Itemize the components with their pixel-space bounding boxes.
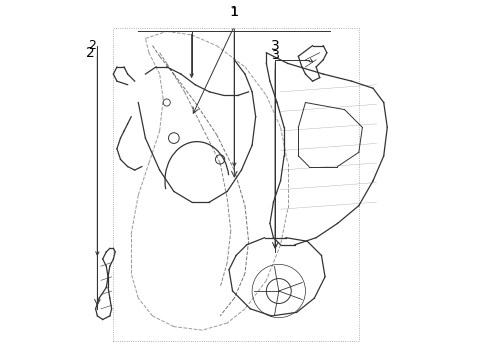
Text: 1: 1 bbox=[230, 6, 238, 19]
Bar bbox=[113, 28, 359, 341]
Text: 2: 2 bbox=[88, 39, 96, 52]
Text: 3: 3 bbox=[271, 39, 280, 53]
Text: 1: 1 bbox=[230, 5, 239, 19]
Text: 3: 3 bbox=[271, 49, 279, 62]
Text: 2: 2 bbox=[86, 46, 95, 60]
